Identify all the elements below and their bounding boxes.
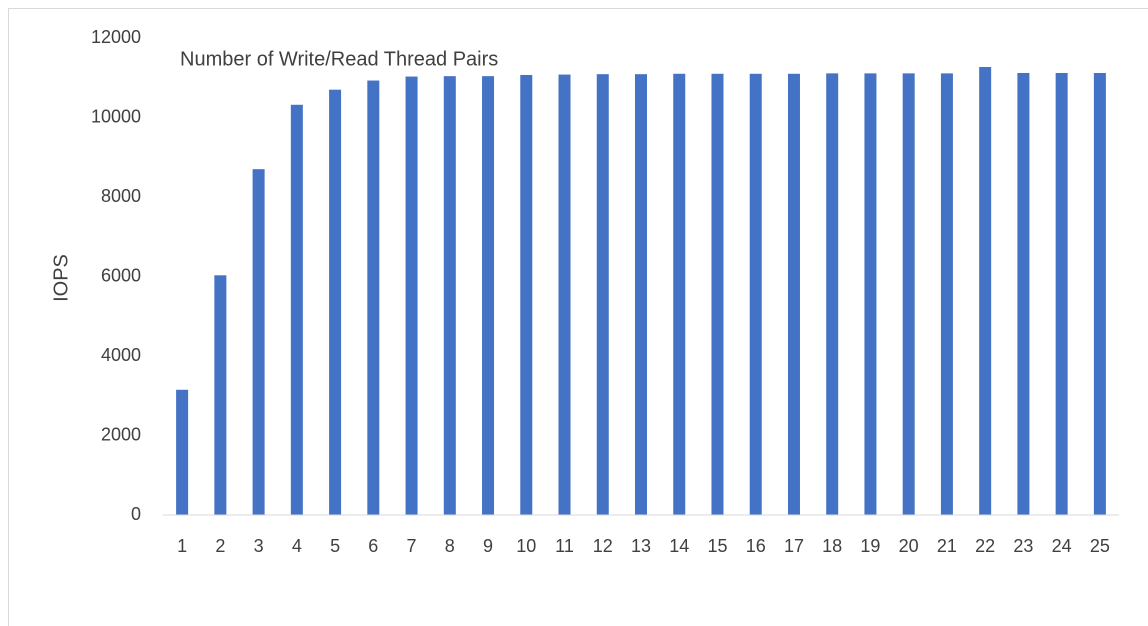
bar xyxy=(1017,72,1030,515)
x-tick-label: 19 xyxy=(860,536,880,556)
bar xyxy=(1093,72,1106,515)
x-tick-label: 13 xyxy=(631,536,651,556)
bar xyxy=(1055,72,1068,515)
bar xyxy=(482,76,495,515)
bar xyxy=(673,73,686,516)
bar xyxy=(558,74,571,515)
x-tick-label: 21 xyxy=(937,536,957,556)
x-tick-label: 23 xyxy=(1013,536,1033,556)
x-tick-label: 17 xyxy=(784,536,804,556)
x-tick-label: 5 xyxy=(330,536,340,556)
x-tick-label: 16 xyxy=(746,536,766,556)
bar xyxy=(520,74,533,515)
x-tick-label: 8 xyxy=(445,536,455,556)
bar xyxy=(290,104,303,515)
bar xyxy=(902,73,915,515)
y-tick-label: 10000 xyxy=(91,106,141,126)
bar xyxy=(596,74,609,516)
x-tick-label: 1 xyxy=(177,536,187,556)
y-axis-label: IOPS xyxy=(50,254,72,302)
x-tick-label: 4 xyxy=(292,536,302,556)
y-tick-label: 6000 xyxy=(101,265,141,285)
x-tick-label: 7 xyxy=(407,536,417,556)
y-tick-label: 4000 xyxy=(101,345,141,365)
bar xyxy=(367,80,380,515)
bar xyxy=(635,74,647,516)
x-tick-label: 24 xyxy=(1052,536,1072,556)
x-tick-label: 18 xyxy=(822,536,842,556)
x-tick-label: 20 xyxy=(899,536,919,556)
bar xyxy=(864,73,877,515)
y-tick-label: 0 xyxy=(131,504,141,524)
bar xyxy=(443,76,456,515)
x-tick-label: 14 xyxy=(669,536,689,556)
bar xyxy=(940,73,953,515)
bar xyxy=(979,67,992,515)
x-tick-label: 9 xyxy=(483,536,493,556)
y-tick-label: 12000 xyxy=(91,27,141,47)
x-tick-label: 11 xyxy=(555,536,574,556)
x-tick-label: 25 xyxy=(1090,536,1110,556)
chart-border xyxy=(8,8,1148,626)
chart-title: Number of Write/Read Thread Pairs xyxy=(180,48,498,70)
bar xyxy=(329,89,342,516)
x-tick-label: 22 xyxy=(975,536,995,556)
bar xyxy=(214,275,227,515)
x-tick-label: 2 xyxy=(215,536,225,556)
bar xyxy=(176,389,189,515)
x-tick-label: 6 xyxy=(368,536,378,556)
y-tick-label: 2000 xyxy=(101,424,141,444)
x-tick-label: 3 xyxy=(254,536,264,556)
bar xyxy=(252,169,265,516)
x-tick-label: 10 xyxy=(516,536,536,556)
x-tick-label: 12 xyxy=(593,536,613,556)
y-tick-label: 8000 xyxy=(101,186,141,206)
bar xyxy=(405,76,418,516)
bar xyxy=(787,73,800,516)
bar xyxy=(826,73,839,515)
bar xyxy=(749,73,762,516)
bar xyxy=(711,73,724,516)
x-tick-label: 15 xyxy=(707,536,727,556)
